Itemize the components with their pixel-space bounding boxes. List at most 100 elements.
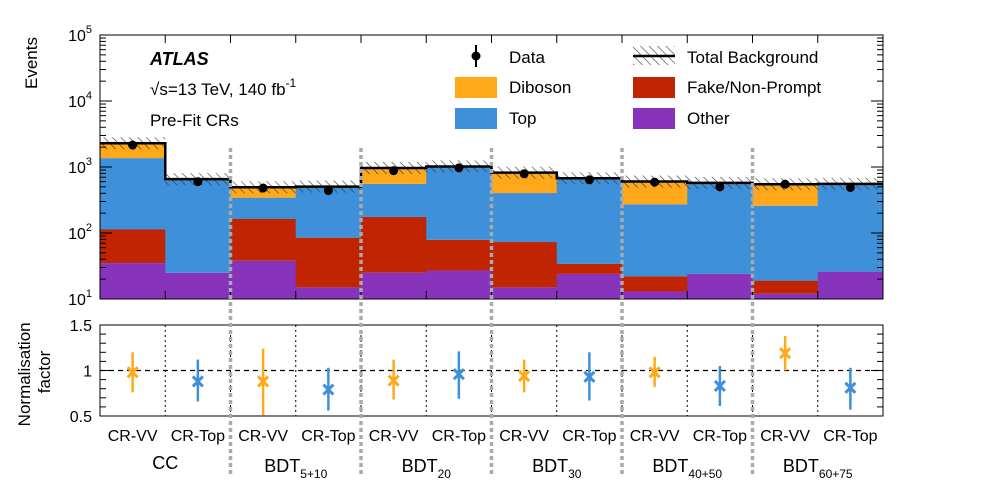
legend-label-diboson: Diboson <box>509 78 571 97</box>
legend-label-total-background: Total Background <box>687 48 818 67</box>
legend-entry-total-background: Total Background <box>633 46 818 67</box>
norm-marker-4 <box>387 374 400 387</box>
group-label-3: BDT30 <box>532 456 582 481</box>
y-tick-base-1: 10 <box>68 292 86 309</box>
data-point-0 <box>128 140 138 150</box>
legend-swatch-fake <box>633 77 675 98</box>
group-label-2: BDT20 <box>402 456 452 481</box>
bar-top-6 <box>491 193 558 243</box>
bar-top-0 <box>100 158 166 230</box>
group-label-sub-3: 30 <box>568 467 582 481</box>
group-label-base-0: CC <box>152 453 178 473</box>
norm-marker-11 <box>844 381 857 394</box>
bar-top-3 <box>295 186 362 238</box>
legend-entry-other: Other <box>633 108 730 129</box>
y-tick-exp-5: 5 <box>86 24 92 36</box>
bar-other-11 <box>817 271 884 299</box>
bar-fake-non-prompt-4 <box>361 216 427 273</box>
group-label-base-4: BDT <box>652 456 688 476</box>
bar-fake-non-prompt-3 <box>295 237 362 288</box>
ratio-y-tick-label-0: 0.5 <box>70 409 92 426</box>
legend-data-marker <box>471 51 481 61</box>
group-separators <box>228 148 755 475</box>
bar-fake-non-prompt-8 <box>622 276 688 292</box>
legend-label-top: Top <box>509 109 536 128</box>
data-point-1 <box>193 177 203 187</box>
ratio-y-label-line2: factor <box>35 350 54 393</box>
bin-label-5: CR-Top <box>432 428 486 445</box>
data-point-3 <box>323 186 333 196</box>
y-tick-base-3: 10 <box>68 160 86 177</box>
bar-fake-non-prompt-0 <box>100 229 166 264</box>
legend-swatch-other <box>633 108 675 129</box>
ratio-y-axis: 0.5 1 1.5 <box>70 318 883 426</box>
bar-fake-non-prompt-10 <box>752 280 819 294</box>
norm-marker-5 <box>452 368 465 381</box>
norm-marker-1 <box>191 375 204 388</box>
energy-label-exponent: -1 <box>286 76 297 90</box>
energy-label-text: s=13 TeV, 140 fb <box>159 80 285 99</box>
data-markers <box>128 140 855 196</box>
norm-marker-2 <box>257 375 270 388</box>
bin-label-0: CR-VV <box>108 428 158 445</box>
bin-label-1: CR-Top <box>171 428 225 445</box>
group-label-sub-2: 20 <box>438 467 452 481</box>
atlas-label: ATLAS <box>149 49 209 69</box>
norm-marker-3 <box>322 383 335 396</box>
y-tick-exp-1: 1 <box>86 288 92 300</box>
bin-label-4: CR-VV <box>369 428 419 445</box>
legend-entry-diboson: Diboson <box>455 77 571 98</box>
sqrt-sign: √ <box>150 80 160 99</box>
energy-label: √s=13 TeV, 140 fb-1 <box>150 76 297 99</box>
group-label-sub-5: 60+75 <box>819 467 853 481</box>
ratio-y-axis-label: Normalisation factor <box>15 318 54 427</box>
bar-other-4 <box>361 272 427 299</box>
data-point-6 <box>519 169 529 179</box>
legend-label-fake: Fake/Non-Prompt <box>687 78 821 97</box>
bar-top-9 <box>687 182 753 274</box>
bar-other-5 <box>426 270 492 299</box>
group-labels: CC BDT5+10 BDT20 BDT30 BDT40+50 BDT60+75 <box>152 453 853 481</box>
legend-swatch-top <box>455 108 497 129</box>
ratio-y-tick-label-1: 1 <box>83 364 92 381</box>
group-label-base-5: BDT <box>783 456 819 476</box>
bar-top-5 <box>426 166 492 240</box>
bin-label-6: CR-VV <box>499 428 549 445</box>
bar-top-11 <box>817 183 884 272</box>
legend-entry-top: Top <box>455 108 536 129</box>
ratio-y-tick-label-2: 1.5 <box>70 318 92 335</box>
norm-marker-9 <box>713 379 726 393</box>
bin-label-10: CR-VV <box>760 428 810 445</box>
y-tick-label-4: 104 <box>68 90 92 111</box>
bin-label-8: CR-VV <box>630 428 680 445</box>
y-tick-exp-2: 2 <box>86 222 92 234</box>
bar-other-1 <box>165 272 231 299</box>
bar-top-4 <box>361 183 427 217</box>
region-label: Pre-Fit CRs <box>150 111 239 130</box>
data-point-11 <box>845 182 855 192</box>
group-label-base-2: BDT <box>402 456 438 476</box>
y-tick-base-4: 10 <box>68 94 86 111</box>
bar-other-7 <box>556 273 623 299</box>
group-label-0: CC <box>152 453 178 473</box>
legend-label-data: Data <box>509 48 545 67</box>
group-label-4: BDT40+50 <box>652 456 722 481</box>
bar-fake-non-prompt-7 <box>556 263 623 274</box>
bar-fake-non-prompt-5 <box>426 239 492 271</box>
y-tick-label-1: 101 <box>68 288 92 309</box>
y-tick-base-5: 10 <box>68 28 86 45</box>
norm-marker-0 <box>126 366 139 379</box>
bar-fake-non-prompt-6 <box>491 242 558 288</box>
y-tick-exp-3: 3 <box>86 156 92 168</box>
bar-fake-non-prompt-2 <box>230 219 297 261</box>
bar-other-3 <box>295 287 362 299</box>
top-y-axis-label: Events <box>22 37 41 89</box>
data-point-5 <box>454 163 464 173</box>
bar-top-1 <box>165 179 231 273</box>
bin-label-2: CR-VV <box>238 428 288 445</box>
group-label-sub-1: 5+10 <box>300 467 327 481</box>
legend-entry-fake: Fake/Non-Prompt <box>633 77 821 98</box>
bar-top-10 <box>752 205 819 281</box>
